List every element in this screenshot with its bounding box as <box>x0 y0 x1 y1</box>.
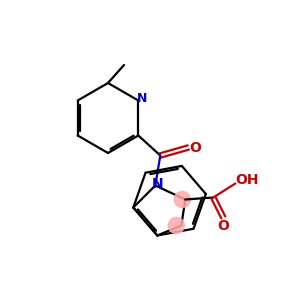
Text: N: N <box>152 178 163 191</box>
Text: O: O <box>218 218 229 233</box>
Circle shape <box>174 191 190 208</box>
Text: N: N <box>137 92 148 105</box>
Text: O: O <box>189 140 201 154</box>
Circle shape <box>168 218 184 233</box>
Text: OH: OH <box>236 172 259 187</box>
